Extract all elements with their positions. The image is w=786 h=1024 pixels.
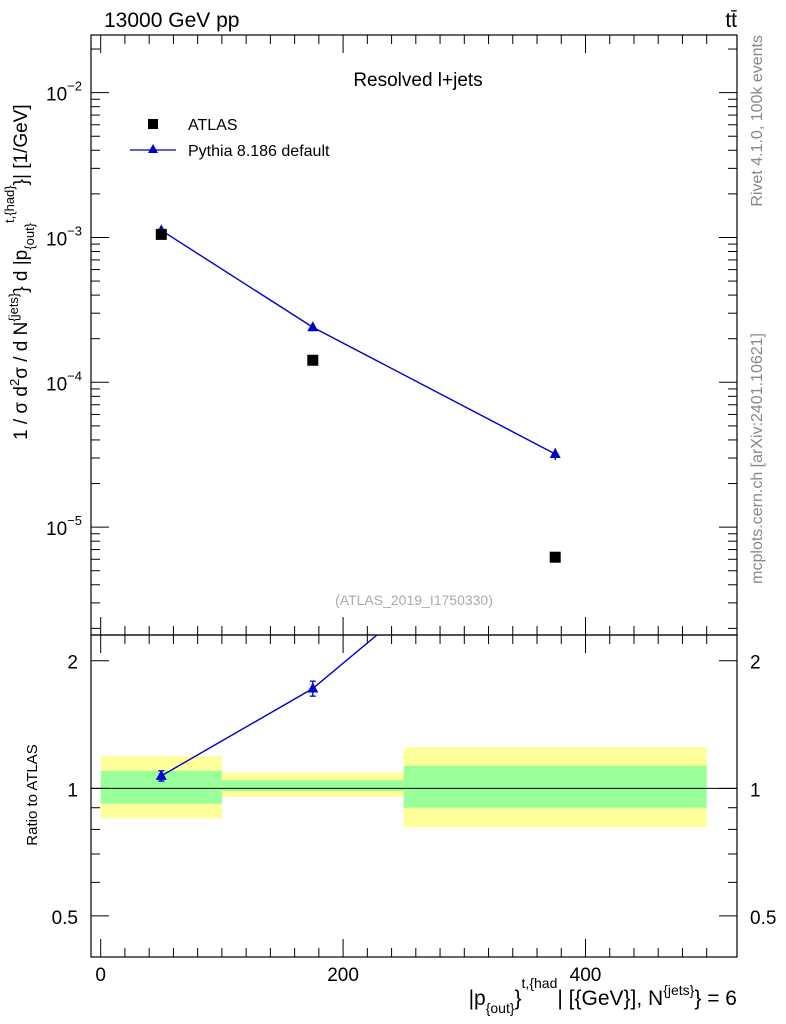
xlabel-sup: t,{had [522,975,558,991]
ylabel-prefix: 1 / σ d [11,386,32,440]
atlas-point [155,228,167,240]
ylabel-sq: 2 [7,379,22,386]
main-y-ticks: 10−210−310−410−5 [46,48,737,629]
energy-label: 13000 GeV pp [104,9,239,32]
ratio-bands [100,747,707,828]
analysis-id: (ATLAS_2019_I1750330) [335,592,493,608]
ratio-data [155,635,379,782]
ylabel-mid: σ / d N [11,322,32,379]
ylabel-suffix: }| [1/GeV] [11,104,32,185]
main-y-axis-label: 1 / σ d2σ / d N{jets}} d |p{out} t,{had}}… [2,104,37,440]
xlabel-pre: |p [469,987,486,1010]
xlabel-mid: | [{GeV}], N [557,987,663,1010]
rivet-label: Rivet 4.1.0, 100k events [749,35,766,207]
ratio-y-tick-label-right: 2 [750,653,761,674]
ratio-y-tick-label-left: 2 [67,653,78,674]
ratio-y-tick-label-right: 1 [750,780,761,801]
ratio-y-tick-label-right: 0.5 [750,908,776,929]
plot-title: Resolved l+jets [353,70,482,91]
x-tick-label: 0 [95,965,106,986]
main-y-axis-label-text: 1 / σ d2σ / d N{jets}} d |p{out} t,{had}}… [2,104,37,440]
process-label: tt̄ [725,9,737,32]
ratio-clipped-group [155,635,379,782]
ratio-y-tick-label-left: 1 [67,780,78,801]
ylabel-mid2: } d |p [11,250,32,293]
atlas-point [307,354,319,366]
main-y-tick-label: 10−5 [46,513,82,540]
ratio-y-axis-label: Ratio to ATLAS [24,744,41,845]
ratio-band-inner [403,765,707,808]
pythia-ratio-point [307,682,319,693]
atlas-point [549,551,561,563]
main-y-tick-label: 10−2 [46,79,82,106]
main-y-tick-mantissa: 10 [46,519,67,540]
x-tick-label: 400 [570,965,602,986]
main-y-tick-exponent: −5 [67,513,82,528]
ratio-plot-frame [90,634,738,958]
xlabel-had: } [515,987,522,1010]
main-y-tick-mantissa: 10 [46,229,67,250]
main-x-ticks [100,35,708,635]
legend-atlas-label: ATLAS [188,117,238,134]
main-y-tick-exponent: −3 [67,223,82,238]
main-y-tick-exponent: −4 [67,368,82,383]
pythia-line [160,229,556,455]
ratio-band-inner [221,780,404,792]
xlabel-post: } = 6 [694,987,737,1010]
legend-atlas-marker [148,119,158,129]
legend: ATLAS Pythia 8.186 default [130,117,330,160]
main-y-tick-mantissa: 10 [46,374,67,395]
main-y-tick-exponent: −2 [67,79,82,94]
pythia-ratio-line [160,635,379,777]
main-y-tick-mantissa: 10 [46,85,67,106]
x-ticks: 0 200 400 [95,635,708,986]
mcplots-label: mcplots.cern.ch [arXiv:2401.10621] [749,333,766,584]
xlabel-out: {out} [486,1000,515,1016]
main-plot: 10−210−310−410−5 Resolved l+jets (ATLAS_… [2,34,738,636]
x-tick-label: 200 [327,965,359,986]
pythia-point [307,321,319,332]
main-y-tick-label: 10−4 [46,368,82,395]
legend-pythia-marker [148,144,158,153]
ylabel-jets: {jets} [6,292,21,322]
main-data [155,224,561,563]
ylabel-had: t,{had} [2,185,17,223]
x-axis-label: |p{out}}t,{had| [{GeV}], N{jets}} = 6 [469,975,737,1016]
pythia-point [549,447,561,458]
ratio-y-tick-label-left: 0.5 [52,908,78,929]
legend-pythia-label: Pythia 8.186 default [188,143,330,160]
ratio-y-ticks: 2 2 1 1 0.5 0.5 [52,653,776,958]
main-y-tick-label: 10−3 [46,223,82,250]
ratio-plot: 2 2 1 1 0.5 0.5 0 200 400 Ratio to ATLAS [24,634,776,986]
ylabel-out: {out} [22,222,37,249]
pythia-ratio-point [155,769,167,780]
xlabel-jets: {jets} [663,982,694,998]
